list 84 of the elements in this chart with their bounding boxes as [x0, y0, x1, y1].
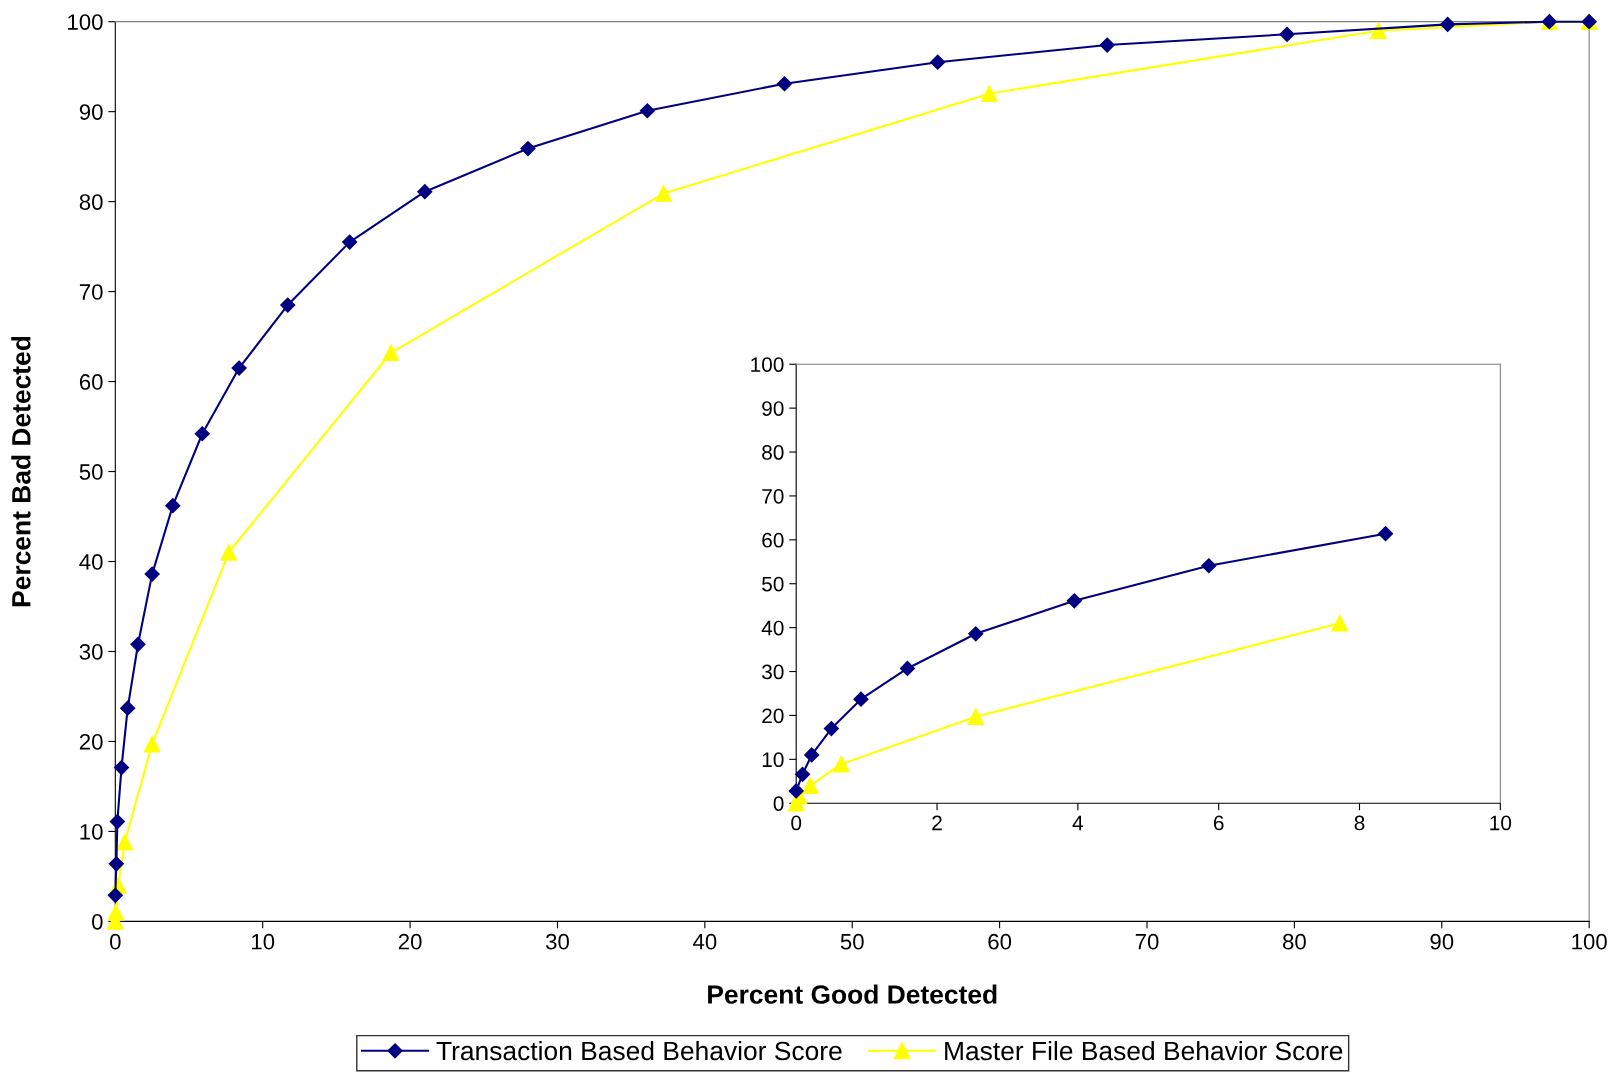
y-tick-label: 30 — [762, 664, 784, 680]
x-tick-label: 0 — [791, 815, 802, 831]
point — [1066, 593, 1082, 609]
x-tick-label: 0 — [110, 933, 121, 950]
y-tick-label: 90 — [762, 401, 784, 416]
y-tick-label: 80 — [79, 194, 103, 210]
point — [107, 904, 125, 921]
point — [899, 660, 916, 677]
point — [417, 184, 433, 200]
point — [930, 54, 946, 70]
x-tick-label: 70 — [1135, 933, 1159, 950]
x-tick-label: 10 — [252, 933, 275, 950]
x-tick-label: 90 — [1430, 933, 1454, 950]
point — [108, 856, 124, 872]
y-tick-label: 100 — [751, 357, 784, 372]
point — [120, 700, 136, 716]
x-tick-label: 4 — [1072, 815, 1084, 831]
y-tick-label: 60 — [762, 532, 784, 548]
point — [194, 426, 210, 442]
y-tick-label: 60 — [79, 374, 103, 390]
point — [220, 544, 238, 561]
point — [804, 747, 820, 763]
x-tick-label: 40 — [693, 933, 717, 950]
y-tick-label: 90 — [79, 104, 103, 120]
x-tick-label: 6 — [1213, 815, 1224, 831]
x-tick-label: 50 — [840, 933, 864, 950]
y-tick-label: 50 — [79, 464, 103, 480]
y-tick-label: 10 — [762, 752, 784, 768]
x-tick-label: 8 — [1354, 815, 1365, 831]
point — [655, 185, 672, 202]
point — [776, 76, 793, 92]
x-tick-label: 2 — [932, 815, 942, 831]
y-tick-label: 30 — [79, 644, 103, 660]
point — [1099, 37, 1115, 53]
point — [165, 498, 181, 514]
point — [1440, 16, 1456, 32]
x-tick-label: 100 — [1572, 933, 1607, 950]
point — [342, 234, 358, 250]
point — [1201, 558, 1217, 574]
point — [382, 344, 400, 362]
y-tick-label: 70 — [79, 284, 103, 300]
legend-label: Transaction Based Behavior Score — [436, 1040, 842, 1061]
point — [832, 755, 850, 773]
point — [144, 566, 160, 582]
point — [116, 833, 134, 851]
y-tick-label: 0 — [773, 796, 784, 811]
point — [853, 691, 869, 707]
point — [130, 636, 146, 652]
x-tick-label: 10 — [1490, 815, 1512, 831]
point — [113, 759, 130, 776]
y-tick-label: 40 — [79, 554, 103, 570]
point — [823, 721, 839, 737]
y-tick-label: 20 — [762, 708, 784, 724]
point — [520, 140, 536, 157]
y-axis-title: Percent Bad Detected — [11, 336, 31, 607]
y-tick-label: 20 — [79, 733, 103, 750]
x-axis-title: Percent Good Detected — [708, 984, 997, 1004]
point — [980, 85, 998, 102]
point — [1279, 26, 1295, 42]
x-tick-label: 20 — [398, 933, 422, 950]
point — [967, 708, 985, 726]
point — [231, 360, 247, 376]
legend-label: Master File Based Behavior Score — [945, 1040, 1343, 1061]
point — [107, 887, 123, 903]
y-tick-label: 70 — [762, 488, 784, 504]
y-tick-label: 100 — [68, 14, 103, 30]
point — [788, 783, 804, 799]
point — [143, 735, 161, 753]
x-tick-label: 60 — [988, 933, 1012, 950]
point — [1331, 614, 1349, 632]
point — [109, 813, 125, 830]
x-tick-label: 80 — [1283, 933, 1306, 950]
point — [801, 777, 819, 795]
y-tick-label: 40 — [761, 620, 784, 636]
point — [639, 103, 655, 119]
point — [1377, 526, 1394, 542]
y-tick-label: 0 — [92, 913, 103, 930]
point — [280, 297, 296, 313]
point — [968, 626, 984, 642]
y-tick-label: 50 — [762, 576, 784, 592]
point — [794, 766, 811, 782]
y-tick-label: 80 — [762, 445, 784, 460]
x-tick-label: 30 — [545, 933, 569, 950]
point — [1370, 22, 1387, 40]
